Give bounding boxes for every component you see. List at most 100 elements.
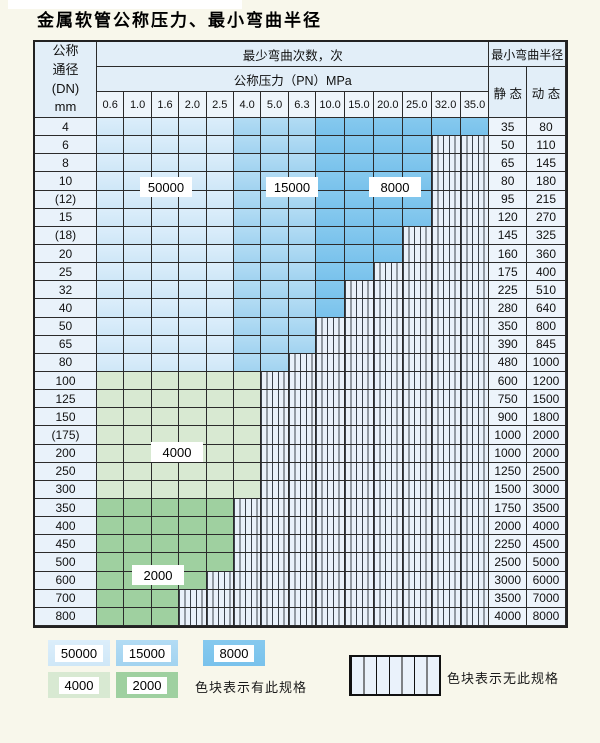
spec-cell bbox=[151, 517, 180, 536]
spec-cell bbox=[233, 244, 262, 264]
spec-cell bbox=[124, 299, 152, 318]
spec-cell bbox=[151, 462, 180, 481]
no-spec-cell bbox=[402, 299, 432, 318]
spec-cell bbox=[97, 190, 125, 209]
spec-cell bbox=[261, 335, 289, 354]
spec-cell bbox=[124, 154, 152, 173]
spec-cell bbox=[151, 281, 180, 300]
no-spec-cell bbox=[288, 480, 317, 499]
spec-cell bbox=[179, 480, 207, 499]
no-spec-cell bbox=[345, 299, 374, 318]
spec-cell bbox=[288, 136, 317, 155]
spec-cell bbox=[151, 118, 180, 137]
spec-cell bbox=[261, 244, 289, 264]
corner-line2: 通径 bbox=[52, 61, 79, 77]
dn-cell: 32 bbox=[35, 281, 97, 300]
spec-cell bbox=[316, 226, 346, 245]
legend-no-spec-swatch bbox=[349, 655, 441, 696]
no-spec-cell bbox=[402, 462, 432, 481]
spec-cell bbox=[206, 299, 234, 318]
no-spec-cell bbox=[345, 553, 374, 572]
spec-cell bbox=[233, 190, 262, 209]
no-spec-cell bbox=[373, 353, 403, 372]
no-spec-cell bbox=[316, 462, 346, 481]
no-spec-cell bbox=[345, 390, 374, 409]
legend-chip-value: 2000 bbox=[126, 676, 168, 694]
pressure-col-header: 15.0 bbox=[345, 92, 374, 118]
spec-cell bbox=[206, 263, 234, 282]
spec-cell bbox=[97, 535, 125, 554]
no-spec-cell bbox=[233, 535, 262, 554]
spec-cell bbox=[124, 226, 152, 245]
no-spec-cell bbox=[345, 426, 374, 445]
no-spec-cell bbox=[345, 480, 374, 499]
spec-cell bbox=[151, 408, 180, 427]
no-spec-cell bbox=[431, 408, 461, 427]
static-radius-cell: 4000 bbox=[489, 607, 527, 626]
spec-cell bbox=[97, 607, 125, 626]
spec-cell bbox=[288, 335, 317, 354]
spec-cell bbox=[261, 299, 289, 318]
spec-cell bbox=[151, 535, 180, 554]
spec-cell bbox=[373, 244, 403, 264]
header-bend-radius: 最小弯曲半径 bbox=[489, 42, 566, 67]
static-radius-cell: 160 bbox=[489, 244, 527, 264]
no-spec-cell bbox=[345, 281, 374, 300]
no-spec-cell bbox=[402, 244, 432, 264]
corner-line4: mm bbox=[54, 99, 77, 115]
no-spec-cell bbox=[402, 589, 432, 608]
spec-cell bbox=[97, 390, 125, 409]
spec-cell bbox=[261, 353, 289, 372]
no-spec-cell bbox=[402, 353, 432, 372]
spec-cell bbox=[206, 317, 234, 336]
cycle-count-label: 4000 bbox=[151, 442, 203, 462]
spec-cell bbox=[179, 244, 207, 264]
no-spec-cell bbox=[233, 517, 262, 536]
static-radius-cell: 1000 bbox=[489, 444, 527, 463]
spec-cell bbox=[345, 263, 374, 282]
no-spec-cell bbox=[288, 426, 317, 445]
spec-cell bbox=[233, 408, 262, 427]
no-spec-cell bbox=[431, 353, 461, 372]
no-spec-cell bbox=[373, 371, 403, 391]
no-spec-cell bbox=[288, 353, 317, 372]
pressure-col-header: 1.0 bbox=[124, 92, 152, 118]
no-spec-cell bbox=[288, 517, 317, 536]
spec-cell bbox=[261, 281, 289, 300]
spec-cell bbox=[206, 480, 234, 499]
no-spec-cell bbox=[288, 553, 317, 572]
no-spec-cell bbox=[431, 553, 461, 572]
spec-cell bbox=[151, 390, 180, 409]
no-spec-cell bbox=[316, 607, 346, 626]
spec-cell bbox=[97, 589, 125, 608]
dn-cell: 25 bbox=[35, 263, 97, 282]
no-spec-cell bbox=[431, 335, 461, 354]
static-radius-cell: 2250 bbox=[489, 535, 527, 554]
cycle-count-label: 2000 bbox=[132, 565, 184, 585]
legend-chip-15000: 15000 bbox=[116, 640, 178, 666]
legend-chip-value: 50000 bbox=[54, 644, 104, 662]
spec-cell bbox=[97, 226, 125, 245]
no-spec-cell bbox=[431, 281, 461, 300]
no-spec-cell bbox=[261, 480, 289, 499]
spec-cell bbox=[206, 498, 234, 518]
no-spec-cell bbox=[316, 444, 346, 463]
static-radius-cell: 1250 bbox=[489, 462, 527, 481]
pressure-col-header: 5.0 bbox=[261, 92, 289, 118]
no-spec-cell bbox=[431, 498, 461, 518]
no-spec-cell bbox=[261, 371, 289, 391]
dynamic-radius-cell: 800 bbox=[526, 317, 566, 336]
spec-cell bbox=[402, 154, 432, 173]
no-spec-cell bbox=[345, 317, 374, 336]
no-spec-cell bbox=[431, 444, 461, 463]
dynamic-radius-cell: 1500 bbox=[526, 390, 566, 409]
spec-cell bbox=[206, 335, 234, 354]
spec-cell bbox=[151, 607, 180, 626]
spec-cell bbox=[97, 335, 125, 354]
dn-cell: 350 bbox=[35, 498, 97, 518]
no-spec-cell bbox=[345, 589, 374, 608]
no-spec-cell bbox=[373, 571, 403, 590]
spec-cell bbox=[316, 263, 346, 282]
spec-cell bbox=[97, 281, 125, 300]
spec-cell bbox=[316, 190, 346, 209]
